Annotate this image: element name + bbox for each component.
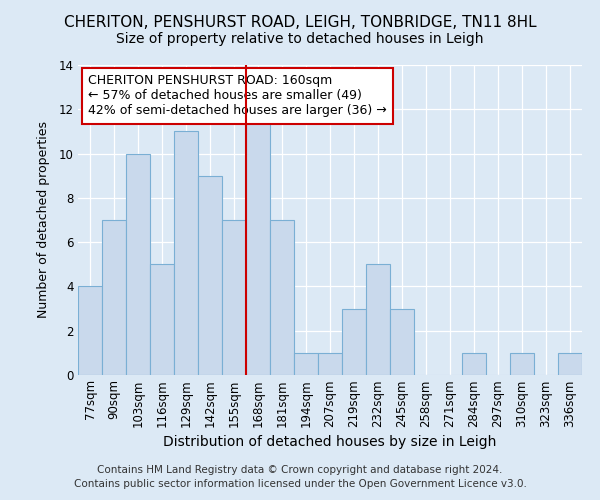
Bar [294,353,318,375]
Bar [198,176,222,375]
Bar [510,353,534,375]
Y-axis label: Number of detached properties: Number of detached properties [37,122,50,318]
Bar [150,264,174,375]
Bar [342,308,366,375]
X-axis label: Distribution of detached houses by size in Leigh: Distribution of detached houses by size … [163,435,497,449]
Bar [270,220,294,375]
Bar [222,220,246,375]
Bar [126,154,150,375]
Bar [102,220,126,375]
Bar [174,132,198,375]
Text: Contains HM Land Registry data © Crown copyright and database right 2024.
Contai: Contains HM Land Registry data © Crown c… [74,465,526,489]
Bar [462,353,486,375]
Text: CHERITON PENSHURST ROAD: 160sqm
← 57% of detached houses are smaller (49)
42% of: CHERITON PENSHURST ROAD: 160sqm ← 57% of… [88,74,387,118]
Text: Size of property relative to detached houses in Leigh: Size of property relative to detached ho… [116,32,484,46]
Bar [558,353,582,375]
Bar [246,110,270,375]
Bar [390,308,414,375]
Text: CHERITON, PENSHURST ROAD, LEIGH, TONBRIDGE, TN11 8HL: CHERITON, PENSHURST ROAD, LEIGH, TONBRID… [64,15,536,30]
Bar [366,264,390,375]
Bar [78,286,102,375]
Bar [318,353,342,375]
